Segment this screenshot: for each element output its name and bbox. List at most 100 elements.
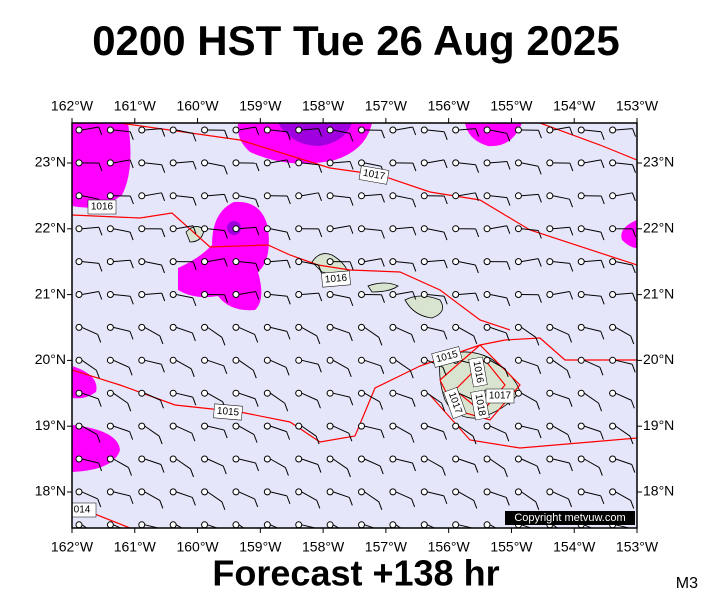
- barb-staff: [113, 359, 130, 368]
- barb-staff: [427, 294, 445, 297]
- barb-staff: [458, 458, 476, 466]
- barb-feather: [161, 164, 166, 173]
- barb-staff: [81, 261, 99, 264]
- barb-station: [106, 126, 114, 134]
- barb-staff: [427, 491, 444, 497]
- barb-station: [577, 126, 585, 134]
- barb-feather: [129, 231, 134, 241]
- barb-feather: [286, 431, 291, 440]
- barb-station: [358, 159, 365, 167]
- barb-feather: [253, 434, 258, 443]
- barb-feather: [318, 164, 323, 173]
- barb-feather: [569, 227, 574, 236]
- barb-station: [389, 258, 397, 266]
- barb-feather: [192, 161, 197, 170]
- barb-staff: [81, 524, 88, 528]
- isobar-label-group: 1015: [213, 403, 243, 421]
- barb-feather: [255, 291, 260, 300]
- barb-feather: [381, 294, 385, 303]
- isobar-label-group: 1017: [358, 165, 390, 185]
- barb-station: [75, 488, 83, 496]
- barb-staff: [301, 458, 319, 466]
- barb-station: [358, 258, 365, 266]
- barb-station: [483, 521, 491, 528]
- isobar-label: 1018: [473, 393, 488, 417]
- barb-station: [106, 389, 114, 397]
- barb-feather: [443, 331, 448, 340]
- barb-station: [389, 323, 397, 331]
- barb-station: [420, 159, 428, 167]
- barb-feather: [600, 331, 605, 340]
- barb-feather: [443, 231, 448, 241]
- barb-feather: [632, 529, 635, 537]
- barb-feather: [224, 130, 229, 139]
- barb-feather: [505, 432, 510, 442]
- barb-station: [483, 422, 491, 430]
- barb-feather: [535, 337, 540, 346]
- barb-station: [546, 455, 554, 463]
- barb-station: [138, 521, 146, 528]
- barb-staff: [427, 425, 444, 433]
- barb-station: [201, 192, 209, 200]
- isobar-label-group: 1018: [470, 389, 490, 421]
- barb-feather: [378, 337, 383, 346]
- barb-station: [577, 455, 585, 463]
- barb-station: [106, 356, 114, 364]
- barb-feather: [569, 162, 574, 172]
- barb-station: [263, 192, 271, 200]
- barb-station: [138, 422, 146, 430]
- lon-label: 157°W: [365, 539, 408, 555]
- barb-station: [514, 488, 522, 496]
- barb-station: [577, 356, 585, 364]
- barb-staff: [427, 129, 445, 133]
- barb-feather: [600, 159, 605, 169]
- barb-staff: [81, 291, 99, 295]
- barb-staff: [364, 228, 382, 231]
- barb-staff: [238, 195, 256, 200]
- barb-station: [295, 192, 303, 200]
- barb-feather: [317, 364, 322, 373]
- barb-station: [326, 159, 334, 167]
- barb-staff: [176, 294, 193, 299]
- barb-staff: [364, 359, 381, 367]
- lon-label: 158°W: [302, 98, 345, 114]
- barb-station: [295, 389, 303, 397]
- barb-staff: [521, 458, 538, 467]
- barb-staff: [238, 291, 256, 295]
- barb-station: [263, 323, 271, 331]
- barb-staff: [395, 425, 412, 436]
- barb-feather: [224, 294, 229, 303]
- barb-station: [641, 522, 647, 528]
- barb-feather: [443, 195, 448, 205]
- barb-station: [201, 291, 209, 298]
- barb-station: [514, 422, 522, 430]
- barb-feather: [568, 334, 573, 343]
- barb-feather: [600, 296, 605, 305]
- barb-staff: [364, 491, 380, 503]
- barb-feather: [474, 192, 479, 201]
- barb-staff: [113, 458, 129, 468]
- barb-feather: [598, 402, 603, 412]
- barb-staff: [207, 392, 223, 403]
- barb-station: [389, 389, 397, 397]
- barb-feather: [409, 370, 414, 379]
- barb-station: [514, 192, 522, 200]
- barb-station: [326, 356, 334, 364]
- barb-station: [514, 389, 522, 397]
- barb-station: [546, 126, 554, 134]
- barb-staff: [270, 524, 279, 528]
- lat-label: 21°N: [643, 285, 674, 301]
- barb-staff: [615, 524, 632, 528]
- barb-station: [326, 258, 334, 266]
- barb-feather: [97, 398, 102, 407]
- lat-label: 23°N: [35, 154, 66, 170]
- barb-station: [75, 258, 83, 266]
- barb-staff: [301, 425, 317, 437]
- barb-feather: [566, 370, 571, 379]
- barb-station: [577, 291, 585, 298]
- barb-station: [358, 225, 365, 233]
- barb-station: [358, 323, 365, 331]
- barb-feather: [443, 260, 448, 269]
- barb-station: [641, 390, 647, 396]
